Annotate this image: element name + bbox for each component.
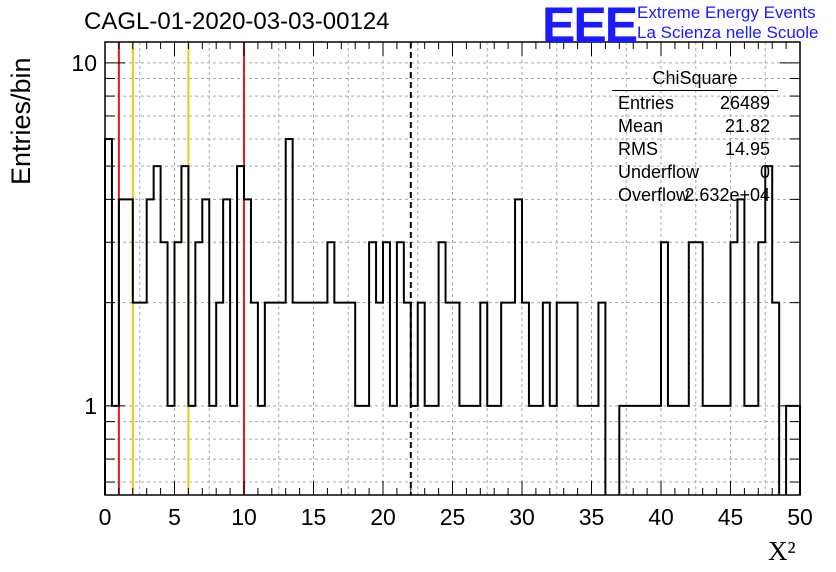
chart-title: CAGL-01-2020-03-03-00124 bbox=[84, 8, 390, 35]
x-tick-label: 35 bbox=[579, 504, 605, 530]
stats-label: Entries bbox=[618, 93, 675, 113]
x-tick-label: 5 bbox=[168, 504, 181, 530]
stats-label: Mean bbox=[618, 116, 664, 136]
x-tick-label: 15 bbox=[301, 504, 327, 530]
stats-label: RMS bbox=[618, 139, 658, 159]
stats-box: ChiSquare Entries 26489 Mean 21.82 RMS 1… bbox=[612, 68, 778, 208]
stats-value: 0 bbox=[759, 162, 770, 182]
stats-value: 14.95 bbox=[724, 139, 770, 159]
stats-label: Underflow bbox=[618, 162, 700, 182]
x-tick-label: 45 bbox=[718, 504, 744, 530]
stats-row-entries: Entries 26489 bbox=[612, 93, 778, 116]
x-tick-label: 30 bbox=[509, 504, 535, 530]
stats-row-mean: Mean 21.82 bbox=[612, 116, 778, 139]
stats-row-overflow: Overflow 2.632e+04 bbox=[612, 185, 778, 208]
logo-line-1: Extreme Energy Events bbox=[637, 3, 816, 22]
x-tick-label: 10 bbox=[231, 504, 257, 530]
logo-line-2: La Scienza nelle Scuole bbox=[637, 23, 819, 42]
x-tick-label: 40 bbox=[648, 504, 674, 530]
stats-value: 2.632e+04 bbox=[684, 185, 770, 205]
y-axis-label: Entries/bin bbox=[6, 57, 36, 185]
x-tick-label: 20 bbox=[370, 504, 396, 530]
x-tick-label: 50 bbox=[787, 504, 813, 530]
stats-value: 26489 bbox=[719, 93, 770, 113]
x-tick-label: 0 bbox=[99, 504, 112, 530]
stats-row-rms: RMS 14.95 bbox=[612, 139, 778, 162]
stats-label: Overflow bbox=[618, 185, 690, 205]
stats-row-underflow: Underflow 0 bbox=[612, 162, 778, 185]
y-tick-label: 1 bbox=[84, 393, 97, 419]
x-axis-label: X² bbox=[768, 536, 796, 566]
stats-title: ChiSquare bbox=[612, 68, 778, 91]
y-tick-label: 10 bbox=[71, 50, 97, 76]
eee-logo: EEE bbox=[542, 0, 638, 53]
stats-value: 21.82 bbox=[724, 116, 770, 136]
x-tick-label: 25 bbox=[440, 504, 466, 530]
